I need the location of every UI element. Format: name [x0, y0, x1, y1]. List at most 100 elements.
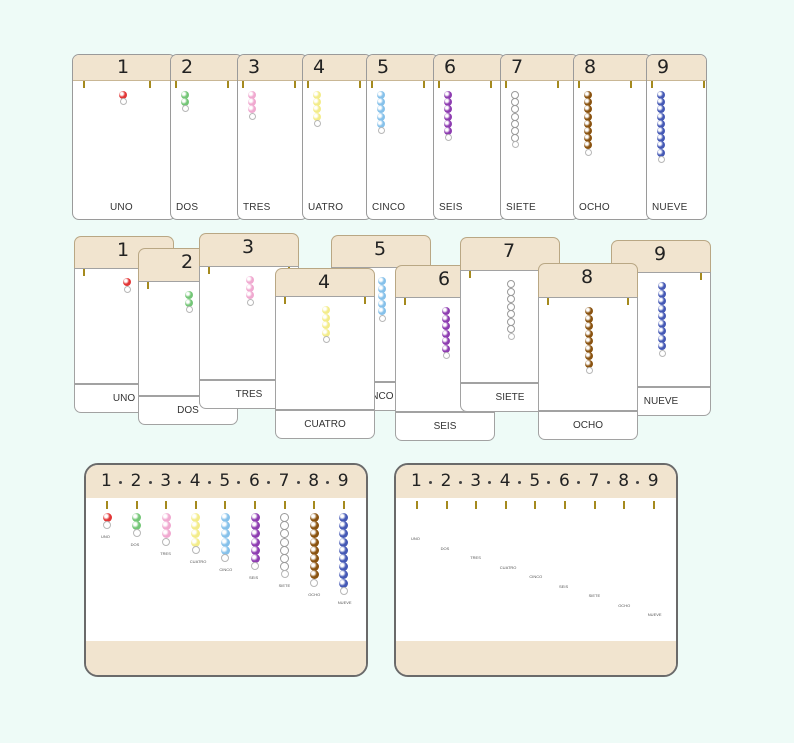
bead — [378, 299, 386, 308]
bead — [378, 292, 386, 300]
bead — [102, 513, 112, 522]
flash-card-two[interactable]: 2 DOS — [170, 54, 243, 220]
bead-ring — [162, 537, 171, 546]
card-word: SIETE — [495, 392, 525, 403]
card-word: DOS — [176, 202, 199, 213]
bead-ring — [280, 570, 289, 579]
hook-pin — [423, 81, 425, 88]
bead — [657, 112, 665, 121]
flash-card-nine[interactable]: 9 NUEVE — [646, 54, 707, 220]
board-word-one: UNO — [101, 534, 110, 540]
bead-ring — [442, 352, 450, 359]
separator-dot — [547, 481, 551, 484]
bead — [584, 119, 592, 128]
separator-dot — [488, 481, 492, 484]
separator-dot — [577, 481, 580, 484]
hook-pin — [284, 297, 286, 304]
bead — [181, 98, 189, 107]
bead — [442, 337, 450, 345]
hook-pin — [505, 81, 507, 88]
bead — [339, 554, 349, 563]
bead — [309, 562, 319, 572]
bead — [191, 529, 201, 539]
separator-dot — [207, 481, 211, 484]
bead-ring — [313, 119, 321, 127]
bead — [377, 105, 385, 114]
board-number-nine: 9 — [647, 471, 659, 491]
bead — [657, 148, 665, 157]
separator-dot — [267, 481, 270, 484]
flash-card-five[interactable]: 5 CINCO — [366, 54, 439, 220]
hook-pin — [651, 81, 653, 88]
board-word-three: TRES — [470, 555, 481, 560]
flash-card-seven[interactable]: 7 SIETE — [500, 54, 579, 220]
hook-pin — [307, 81, 309, 88]
bead — [584, 134, 592, 143]
bead — [444, 127, 452, 135]
bead — [378, 277, 386, 285]
board-word-seven: SIETE — [278, 583, 291, 589]
hook-pin — [700, 273, 702, 280]
hook-pin — [490, 81, 492, 88]
bead — [657, 91, 665, 99]
bead — [507, 280, 515, 288]
card-number: 1 — [117, 239, 130, 261]
bead — [585, 329, 593, 338]
bead — [339, 570, 349, 580]
flash-card-six[interactable]: 6 SEIS — [433, 54, 506, 220]
card-word: UATRO — [308, 202, 344, 213]
board-number-three: 3 — [470, 471, 482, 491]
board-number-seven: 7 — [588, 471, 600, 491]
bead — [220, 537, 230, 547]
board-word-eight: OCHO — [308, 591, 321, 597]
bead — [585, 337, 593, 345]
bead — [442, 307, 450, 315]
card-word: UNO — [112, 393, 136, 404]
bead — [377, 91, 385, 99]
bead — [584, 98, 592, 107]
bead-ring — [584, 148, 592, 156]
hook-pin — [224, 501, 227, 509]
bead — [658, 334, 666, 343]
card-word: SIETE — [506, 202, 536, 213]
bead — [339, 513, 349, 522]
bead — [657, 105, 665, 114]
separator-dot — [636, 481, 640, 484]
hook-pin — [547, 298, 549, 305]
hook-pin — [135, 501, 138, 509]
board-number-one: 1 — [411, 471, 422, 491]
bead — [250, 513, 260, 522]
bead — [658, 342, 666, 350]
bead — [584, 127, 592, 135]
flash-card-four[interactable]: 4 UATRO — [302, 54, 372, 220]
separator-dot — [119, 481, 122, 484]
bead — [246, 291, 254, 299]
bead — [658, 297, 666, 305]
flash-card-eight[interactable]: 8 OCHO — [573, 54, 652, 220]
bead — [339, 562, 349, 572]
card-word: NUEVE — [652, 202, 688, 213]
card-number: 9 — [657, 56, 670, 78]
card-header — [574, 55, 651, 81]
card-number: 8 — [584, 56, 597, 78]
card-header — [73, 55, 175, 81]
bead — [442, 322, 450, 330]
bead — [309, 529, 319, 539]
hook-pin — [175, 81, 177, 88]
board-word-two: DOS — [130, 542, 140, 548]
bead — [248, 105, 256, 114]
bead — [585, 359, 593, 368]
bead — [309, 545, 319, 555]
hook-pin — [534, 501, 537, 509]
card-number: 1 — [117, 56, 130, 78]
bead-board-empty: 1 UNO 2 DOS 3 TRES 4 CUATRO 5 CINCO 6 SEIS 7 SIETE 8 OC… — [394, 463, 678, 677]
flash-card-three[interactable]: 3 TRES — [237, 54, 308, 220]
card-number: 6 — [438, 268, 451, 290]
bead — [339, 529, 349, 539]
card-header — [303, 55, 371, 81]
word-label: OCHO — [538, 411, 638, 440]
bead — [185, 298, 193, 307]
board-number-three: 3 — [160, 471, 172, 491]
flash-card-one[interactable]: 1 UNO — [72, 54, 176, 220]
hook-pin — [469, 271, 471, 278]
